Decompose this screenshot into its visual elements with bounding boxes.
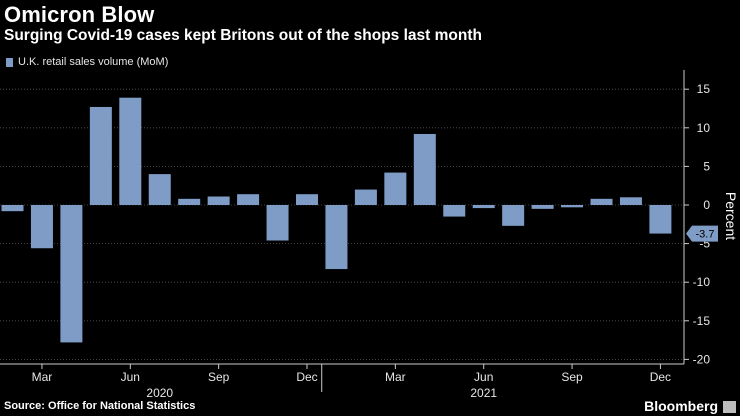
bar [148,174,171,205]
bar [119,97,142,205]
y-tick-label: 5 [703,159,710,173]
legend-label: U.K. retail sales volume (MoM) [18,56,169,68]
x-tick-label: Sep [561,370,583,384]
bar [266,205,289,241]
year-label: 2020 [146,386,173,400]
y-tick-label: -10 [693,275,711,289]
bar [649,205,672,234]
x-tick-label: Jun [121,370,140,384]
bar [296,194,318,205]
bar [237,194,260,205]
bar [413,133,436,205]
bar [619,197,642,205]
x-tick-label: Mar [385,370,406,384]
bar [89,106,112,205]
source-note: Source: Office for National Statistics [4,400,196,412]
bar [590,198,613,205]
x-tick-label: Mar [32,370,53,384]
last-value-label: -3.7 [696,229,715,241]
bar [502,205,525,226]
year-label: 2021 [470,386,497,400]
last-value-callout [686,225,718,242]
chart-subtitle: Surging Covid-19 cases kept Britons out … [4,27,482,44]
bar [561,205,584,208]
y-tick-label: -15 [693,314,711,328]
legend: U.K. retail sales volume (MoM) [6,56,168,68]
y-tick-label: -20 [693,352,711,366]
y-tick-label: 10 [697,121,711,135]
x-tick-label: Sep [208,370,230,384]
bar [30,205,53,249]
chart-title: Omicron Blow [4,2,155,27]
bar [207,196,230,205]
bloomberg-badge-icon [723,401,736,413]
bar [325,205,348,270]
bar [178,198,201,205]
bar [384,172,407,205]
bar [443,205,466,217]
y-axis-title: Percent [723,192,739,240]
x-tick-label: Dec [650,370,671,384]
y-tick-label: -5 [699,237,710,251]
bar [472,205,495,209]
bar [60,205,83,343]
bar [354,189,377,205]
legend-swatch [6,57,13,67]
x-tick-label: Jun [474,370,493,384]
y-tick-label: 15 [697,82,711,96]
x-tick-label: Dec [296,370,317,384]
y-tick-label: 0 [703,198,710,212]
bar [1,205,24,212]
bloomberg-logo: Bloomberg [644,398,718,414]
bar [531,205,554,209]
